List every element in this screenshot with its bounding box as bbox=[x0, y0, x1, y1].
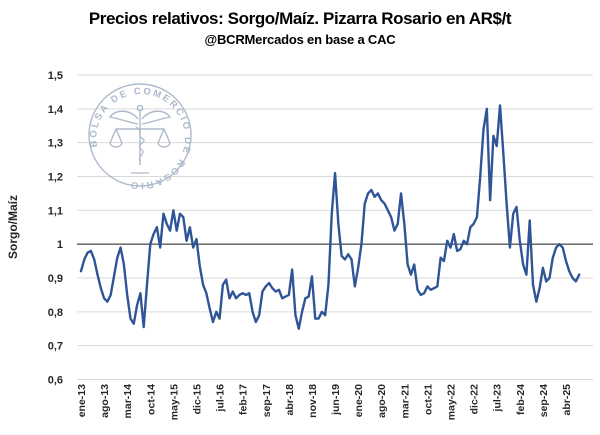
x-tick-label: ene-20 bbox=[353, 384, 365, 417]
chart-subtitle: @BCRMercados en base a CAC bbox=[204, 32, 396, 47]
y-tick-label: 0,6 bbox=[48, 375, 63, 387]
x-tick-label: abr-18 bbox=[284, 384, 296, 416]
y-tick-label: 1,4 bbox=[48, 104, 64, 116]
data-series bbox=[79, 104, 581, 330]
y-tick-label: 0,9 bbox=[48, 273, 63, 285]
y-tick-label: 0,8 bbox=[48, 307, 63, 319]
y-axis-title: Sorgo/Maíz bbox=[6, 195, 20, 259]
x-tick-label: mar-14 bbox=[122, 384, 134, 419]
x-tick-label: oct-14 bbox=[145, 384, 157, 415]
x-tick-label: jul-16 bbox=[215, 384, 227, 413]
x-tick-label: feb-24 bbox=[515, 384, 527, 415]
series-line-sorgo-ma-z bbox=[79, 104, 581, 330]
bcr-seal-logo: BOLSA DE COMERCIO DE ROSARIO bbox=[88, 83, 192, 191]
y-tick-label: 0,7 bbox=[48, 341, 63, 353]
gridlines bbox=[77, 74, 593, 380]
x-tick-label: ago-13 bbox=[99, 384, 111, 418]
x-tick-label: oct-21 bbox=[422, 384, 434, 415]
x-tick-label: dic-15 bbox=[191, 384, 203, 415]
x-tick-label: may-15 bbox=[168, 384, 180, 420]
y-tick-label: 1,3 bbox=[48, 138, 63, 150]
x-tick-label: mar-21 bbox=[399, 384, 411, 419]
x-axis-tick-labels: ene-13 ago-13 mar-14 oct-14 may-15 dic-15 jul-… bbox=[76, 384, 573, 420]
x-tick-label: jul-23 bbox=[492, 384, 504, 413]
x-tick-label: jun-19 bbox=[330, 384, 342, 416]
y-axis-tick-labels: 1,5 1,4 1,3 1,2 1,1 1 0,9 0,8 0,7 0,6 bbox=[48, 70, 64, 387]
x-tick-label: feb-17 bbox=[238, 384, 250, 415]
x-tick-label: sep-17 bbox=[261, 384, 273, 417]
x-tick-label: dic-22 bbox=[469, 384, 481, 415]
x-tick-label: abr-25 bbox=[561, 384, 573, 416]
caduceus-scales-icon bbox=[108, 104, 172, 174]
x-tick-label: sep-24 bbox=[538, 384, 550, 417]
seal-outer-circle bbox=[88, 83, 192, 187]
x-tick-label: ene-13 bbox=[76, 384, 88, 417]
x-tick-label: nov-18 bbox=[307, 384, 319, 418]
y-tick-label: 1 bbox=[57, 239, 63, 251]
y-tick-label: 1,1 bbox=[48, 205, 63, 217]
y-tick-label: 1,2 bbox=[48, 172, 63, 184]
y-tick-label: 1,5 bbox=[48, 70, 63, 82]
x-tick-label: ago-20 bbox=[376, 384, 388, 418]
x-tick-label: may-22 bbox=[446, 384, 458, 420]
chart-title: Precios relativos: Sorgo/Maíz. Pizarra R… bbox=[88, 9, 512, 28]
